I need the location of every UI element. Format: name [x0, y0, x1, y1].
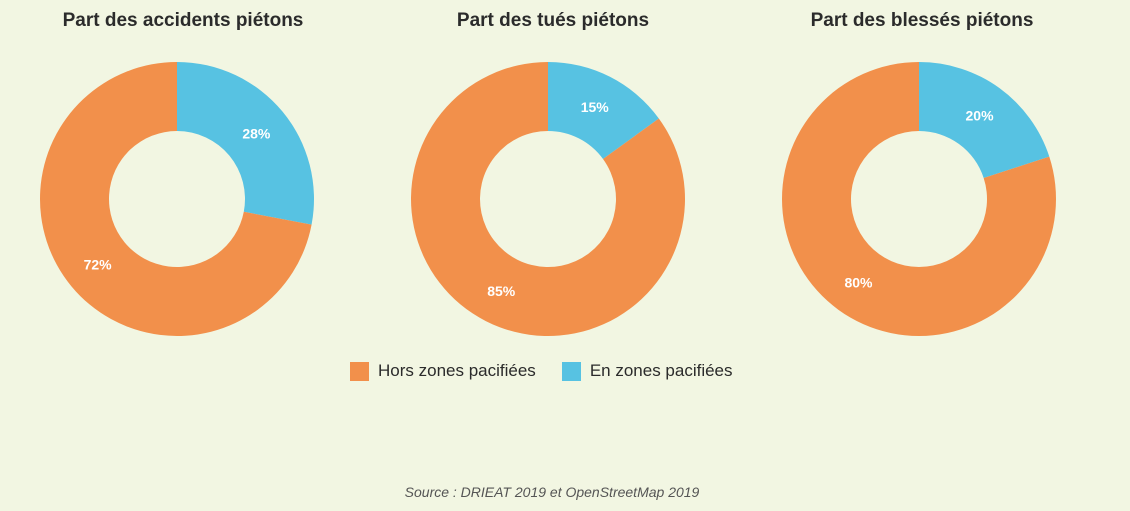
donut-slice-tues-hors	[411, 62, 685, 336]
data-label-accidents-hors: 72%	[84, 257, 113, 273]
chart-title-blesses: Part des blessés piétons	[810, 10, 1034, 31]
chart-title-tues: Part des tués piétons	[456, 10, 650, 31]
legend-item-en: En zones pacifiées	[561, 361, 733, 381]
legend-label-hors: Hors zones pacifiées	[378, 361, 536, 380]
donut-slice-blesses-hors	[782, 62, 1056, 336]
data-label-blesses-en: 20%	[966, 108, 995, 124]
chart-title-accidents: Part des accidents piétons	[62, 10, 304, 31]
data-label-tues-hors: 85%	[487, 283, 516, 299]
data-label-blesses-hors: 80%	[844, 274, 873, 290]
legend-label-en: En zones pacifiées	[589, 361, 733, 380]
donut-slice-accidents-en	[177, 62, 314, 225]
legend-swatch-en	[561, 361, 581, 381]
legend-swatch-hors	[350, 361, 369, 381]
data-label-accidents-en: 28%	[242, 125, 271, 141]
source-note: Source : DRIEAT 2019 et OpenStreetMap 20…	[404, 484, 700, 500]
data-label-tues-en: 15%	[581, 99, 610, 115]
donut-slice-tues-en	[548, 62, 659, 160]
legend: Hors zones pacifiées En zones pacifiées	[350, 361, 759, 381]
donut-slice-accidents-hors	[39, 62, 312, 336]
donut-slice-blesses-en	[919, 62, 1050, 178]
legend-item-hors: Hors zones pacifiées	[350, 361, 536, 381]
